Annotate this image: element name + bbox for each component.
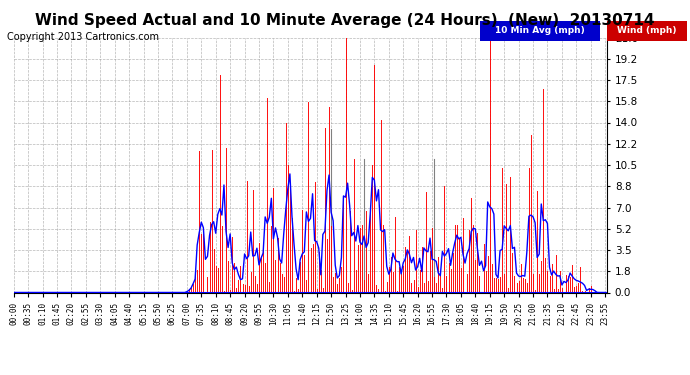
Text: 10 Min Avg (mph): 10 Min Avg (mph) — [495, 26, 585, 36]
Text: Wind Speed Actual and 10 Minute Average (24 Hours)  (New)  20130714: Wind Speed Actual and 10 Minute Average … — [35, 13, 655, 28]
Text: Wind (mph): Wind (mph) — [617, 26, 677, 36]
Text: Copyright 2013 Cartronics.com: Copyright 2013 Cartronics.com — [7, 32, 159, 42]
